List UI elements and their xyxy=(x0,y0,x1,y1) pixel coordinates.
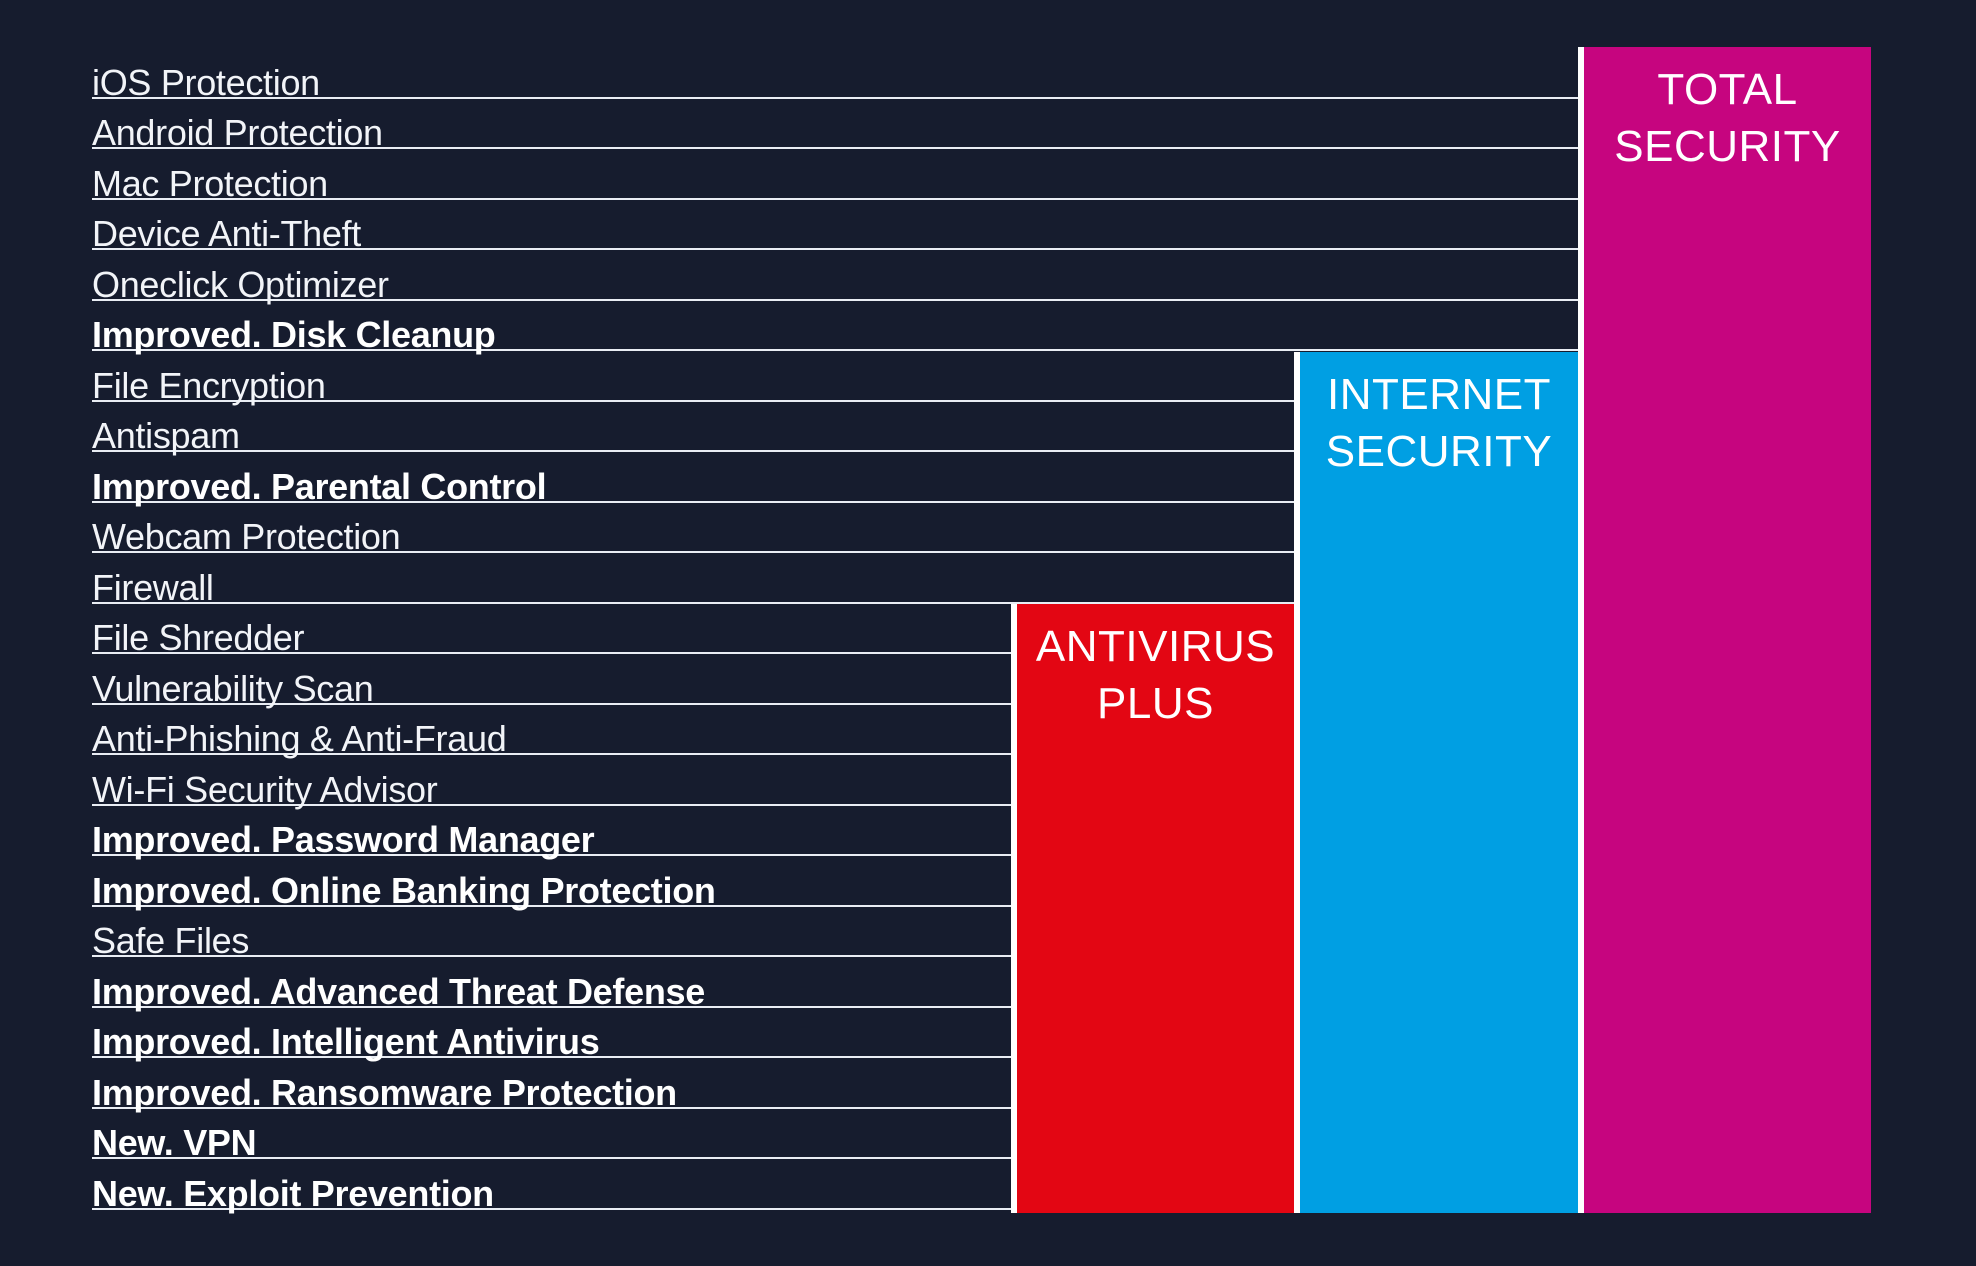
feature-label: New. Exploit Prevention xyxy=(92,1172,494,1214)
feature-label: Improved. Intelligent Antivirus xyxy=(92,1021,600,1062)
feature-row: Antispam xyxy=(92,402,1294,456)
feature-label: File Shredder xyxy=(92,617,305,658)
feature-row: Anti-Phishing & Anti-Fraud xyxy=(92,705,1011,759)
feature-row: File Shredder xyxy=(92,604,1011,658)
feature-row: Improved. Online Banking Protection xyxy=(92,856,1011,911)
feature-label: Improved. Online Banking Protection xyxy=(92,869,716,911)
feature-row: Improved. Disk Cleanup xyxy=(92,301,1578,355)
feature-label: Improved. Ransomware Protection xyxy=(92,1071,677,1113)
feature-row: Wi-Fi Security Advisor xyxy=(92,755,1011,810)
feature-label: Improved. Password Manager xyxy=(92,819,595,860)
feature-row: Mac Protection xyxy=(92,149,1578,204)
feature-row: Device Anti-Theft xyxy=(92,200,1578,254)
feature-row: File Encryption xyxy=(92,351,1294,406)
feature-row: Improved. Ransomware Protection xyxy=(92,1058,1011,1113)
feature-label: Android Protection xyxy=(92,112,383,153)
feature-row: Improved. Intelligent Antivirus xyxy=(92,1008,1011,1062)
feature-row: New. VPN xyxy=(92,1109,1011,1163)
product-bar-antivirus-plus: ANTIVIRUS PLUS xyxy=(1011,604,1294,1213)
feature-row: Firewall xyxy=(92,553,1294,608)
product-bar-total-security: TOTAL SECURITY xyxy=(1578,47,1871,1213)
feature-row: Improved. Advanced Threat Defense xyxy=(92,957,1011,1012)
feature-label: Mac Protection xyxy=(92,162,328,204)
feature-row: Webcam Protection xyxy=(92,503,1294,557)
feature-row: Safe Files xyxy=(92,907,1011,961)
feature-label: Device Anti-Theft xyxy=(92,213,362,254)
feature-row: Improved. Password Manager xyxy=(92,806,1011,860)
product-bar-internet-security: INTERNET SECURITY xyxy=(1294,351,1578,1213)
feature-label: Wi-Fi Security Advisor xyxy=(92,768,438,810)
feature-list: iOS Protection Android Protection Mac Pr… xyxy=(92,48,1578,1214)
feature-label: Antispam xyxy=(92,415,240,456)
feature-row: Oneclick Optimizer xyxy=(92,250,1578,305)
feature-label: Improved. Disk Cleanup xyxy=(92,314,496,355)
feature-label: Firewall xyxy=(92,566,214,608)
feature-label: Safe Files xyxy=(92,920,250,961)
feature-row: New. Exploit Prevention xyxy=(92,1159,1011,1214)
feature-label: File Encryption xyxy=(92,364,326,406)
product-bar-label: INTERNET SECURITY xyxy=(1325,369,1553,476)
feature-label: Improved. Advanced Threat Defense xyxy=(92,970,705,1012)
product-bar-label: TOTAL SECURITY xyxy=(1614,65,1841,172)
feature-label: New. VPN xyxy=(92,1122,257,1163)
feature-label: Webcam Protection xyxy=(92,516,401,557)
feature-row: Improved. Parental Control xyxy=(92,452,1294,507)
feature-row: Android Protection xyxy=(92,99,1578,153)
feature-label: Oneclick Optimizer xyxy=(92,263,389,305)
feature-row: iOS Protection xyxy=(92,48,1578,103)
feature-label: Improved. Parental Control xyxy=(92,465,547,507)
feature-label: Vulnerability Scan xyxy=(92,667,374,709)
feature-row: Vulnerability Scan xyxy=(92,654,1011,709)
feature-label: Anti-Phishing & Anti-Fraud xyxy=(92,718,507,759)
product-bar-label: ANTIVIRUS PLUS xyxy=(1035,622,1276,729)
feature-label: iOS Protection xyxy=(92,61,320,103)
